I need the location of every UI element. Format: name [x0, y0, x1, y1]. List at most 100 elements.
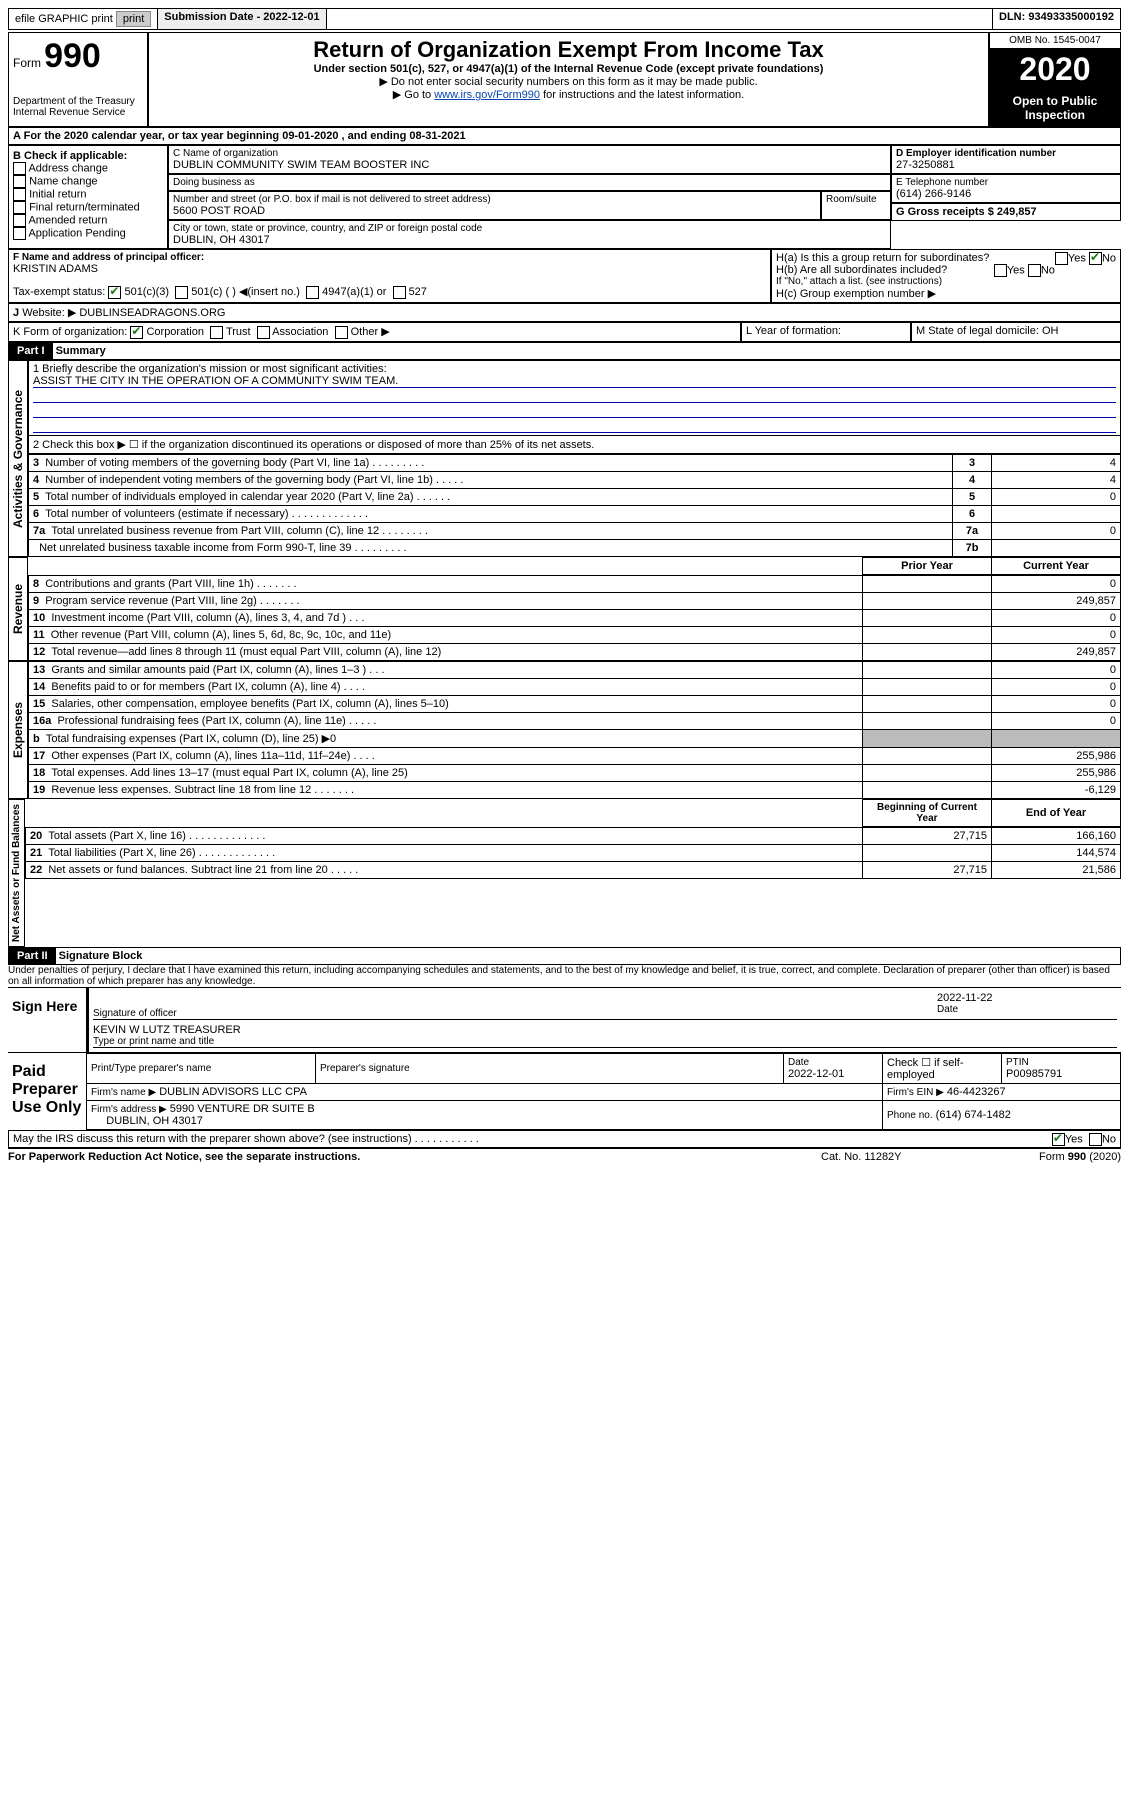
preparer-table: Print/Type preparer's name Preparer's si…	[86, 1053, 1121, 1130]
prep-date: 2022-12-01	[788, 1068, 844, 1080]
hb-row: H(b) Are all subordinates included? Yes …	[776, 264, 1116, 276]
table-row: 13 Grants and similar amounts paid (Part…	[29, 661, 1121, 678]
k-label: K Form of organization:	[13, 326, 127, 338]
na-header: Beginning of Current YearEnd of Year	[25, 799, 1121, 827]
addr-label: Number and street (or P.O. box if mail i…	[173, 194, 816, 205]
mission-line2	[33, 388, 1116, 403]
website-url: DUBLINSEADRAGONS.ORG	[79, 307, 225, 319]
cb-address[interactable]: Address change	[13, 162, 163, 175]
inspect1: Open to Public	[1013, 94, 1098, 108]
table-row: 18 Total expenses. Add lines 13–17 (must…	[29, 764, 1121, 781]
form-number: 990	[44, 37, 101, 75]
hb-yes[interactable]	[994, 264, 1007, 277]
street-addr: 5600 POST ROAD	[173, 205, 816, 217]
officer-name: KRISTIN ADAMS	[13, 263, 766, 275]
check-self[interactable]: Check ☐ if self-employed	[883, 1053, 1002, 1083]
sig-officer-label: Signature of officer	[93, 1008, 937, 1019]
cb-trust[interactable]	[210, 326, 223, 339]
part2-title: Signature Block	[59, 950, 143, 962]
efile-label: efile GRAPHIC print print	[9, 9, 158, 29]
table-row: 20 Total assets (Part X, line 16) . . . …	[26, 827, 1121, 844]
netassets-section: Net Assets or Fund Balances Beginning of…	[8, 799, 1121, 947]
cb-name[interactable]: Name change	[13, 175, 163, 188]
cb-other[interactable]	[335, 326, 348, 339]
table-row: 16a Professional fundraising fees (Part …	[29, 712, 1121, 729]
print-button[interactable]: print	[116, 11, 151, 27]
discuss-row: May the IRS discuss this return with the…	[8, 1130, 1121, 1148]
hb-no[interactable]	[1028, 264, 1041, 277]
sig-field[interactable]	[93, 992, 937, 1008]
col-current: Current Year	[992, 557, 1121, 574]
firm-addr1: 5990 VENTURE DR SUITE B	[170, 1103, 315, 1115]
type-print-label: Type or print name and title	[93, 1036, 1117, 1047]
cb-corp[interactable]	[130, 326, 143, 339]
table-row: Net unrelated business taxable income fr…	[29, 539, 1121, 556]
rev-header: Prior YearCurrent Year	[28, 557, 1121, 575]
discuss-yes[interactable]	[1052, 1133, 1065, 1146]
room-label: Room/suite	[821, 191, 891, 220]
cb-501c3[interactable]	[108, 286, 121, 299]
expenses-section: Expenses 13 Grants and similar amounts p…	[8, 661, 1121, 799]
q2: 2 Check this box ▶ ☐ if the organization…	[28, 435, 1121, 454]
block-bcdeg: B Check if applicable: Address change Na…	[8, 145, 1121, 249]
table-row: b Total fundraising expenses (Part IX, c…	[29, 729, 1121, 747]
header-right: OMB No. 1545-0047 2020 Open to Public In…	[989, 32, 1121, 127]
cb-assoc[interactable]	[257, 326, 270, 339]
ha-yes[interactable]	[1055, 252, 1068, 265]
officer-name-title: KEVIN W LUTZ TREASURER	[93, 1024, 1117, 1036]
part1-badge: Part I	[9, 343, 53, 359]
prep-phone: (614) 674-1482	[936, 1109, 1011, 1121]
cb-527[interactable]	[393, 286, 406, 299]
cb-final[interactable]: Final return/terminated	[13, 201, 163, 214]
sig-date: 2022-11-22	[937, 992, 1117, 1004]
website-label: Website: ▶	[22, 307, 76, 319]
tax-exempt-row: Tax-exempt status: 501(c)(3) 501(c) ( ) …	[13, 285, 766, 299]
line-a-period: A For the 2020 calendar year, or tax yea…	[8, 127, 1121, 145]
dba-label: Doing business as	[168, 174, 891, 191]
city-label: City or town, state or province, country…	[173, 223, 886, 234]
dept-treasury: Department of the Treasury	[13, 96, 143, 107]
table-row: 21 Total liabilities (Part X, line 26) .…	[26, 844, 1121, 861]
paid-prep-label: Paid Preparer Use Only	[8, 1053, 86, 1130]
cb-pending[interactable]: Application Pending	[13, 227, 163, 240]
cb-4947[interactable]	[306, 286, 319, 299]
cb-amended[interactable]: Amended return	[13, 214, 163, 227]
topbar-spacer	[327, 9, 993, 29]
irs-link[interactable]: www.irs.gov/Form990	[434, 89, 540, 101]
table-row: 10 Investment income (Part VIII, column …	[29, 609, 1121, 626]
firm-addr-label: Firm's address ▶	[91, 1104, 167, 1115]
sign-here-row: Sign Here Signature of officer 2022-11-2…	[8, 987, 1121, 1052]
check-b-col: B Check if applicable: Address change Na…	[8, 145, 168, 249]
cb-501c[interactable]	[175, 286, 188, 299]
discuss-no[interactable]	[1089, 1133, 1102, 1146]
klm-row: K Form of organization: Corporation Trus…	[8, 322, 1121, 342]
mission-line3	[33, 403, 1116, 418]
efile-text: efile GRAPHIC print	[15, 13, 113, 25]
period-text: For the 2020 calendar year, or tax year …	[24, 130, 466, 142]
firm-ein-label: Firm's EIN ▶	[887, 1087, 944, 1098]
table-row: 9 Program service revenue (Part VIII, li…	[29, 592, 1121, 609]
topbar: efile GRAPHIC print print Submission Dat…	[8, 8, 1121, 30]
vert-net-assets: Net Assets or Fund Balances	[8, 799, 25, 947]
table-row: 15 Salaries, other compensation, employe…	[29, 695, 1121, 712]
block-c: C Name of organization DUBLIN COMMUNITY …	[168, 145, 891, 249]
mission: ASSIST THE CITY IN THE OPERATION OF A CO…	[33, 375, 1116, 388]
part2-header-row: Part II Signature Block	[8, 947, 1121, 965]
ha-row: H(a) Is this a group return for subordin…	[776, 252, 1116, 264]
table-row: 6 Total number of volunteers (estimate i…	[29, 505, 1121, 522]
ptin-label: PTIN	[1006, 1057, 1029, 1068]
org-name: DUBLIN COMMUNITY SWIM TEAM BOOSTER INC	[173, 159, 886, 171]
gov-table: 3 Number of voting members of the govern…	[28, 454, 1121, 557]
footer-left: For Paperwork Reduction Act Notice, see …	[8, 1151, 821, 1163]
firm-name: DUBLIN ADVISORS LLC CPA	[159, 1086, 307, 1098]
ptin: P00985791	[1006, 1068, 1062, 1080]
cb-initial[interactable]: Initial return	[13, 188, 163, 201]
paid-preparer-row: Paid Preparer Use Only Print/Type prepar…	[8, 1052, 1121, 1130]
col-prior: Prior Year	[863, 557, 992, 574]
h-note: If "No," attach a list. (see instruction…	[776, 276, 1116, 287]
sign-here-label: Sign Here	[8, 988, 86, 1052]
header-left: Form 990 Department of the Treasury Inte…	[8, 32, 148, 127]
part1-title: Summary	[56, 345, 106, 357]
ha-no[interactable]	[1089, 252, 1102, 265]
prep-phone-label: Phone no.	[887, 1110, 933, 1121]
